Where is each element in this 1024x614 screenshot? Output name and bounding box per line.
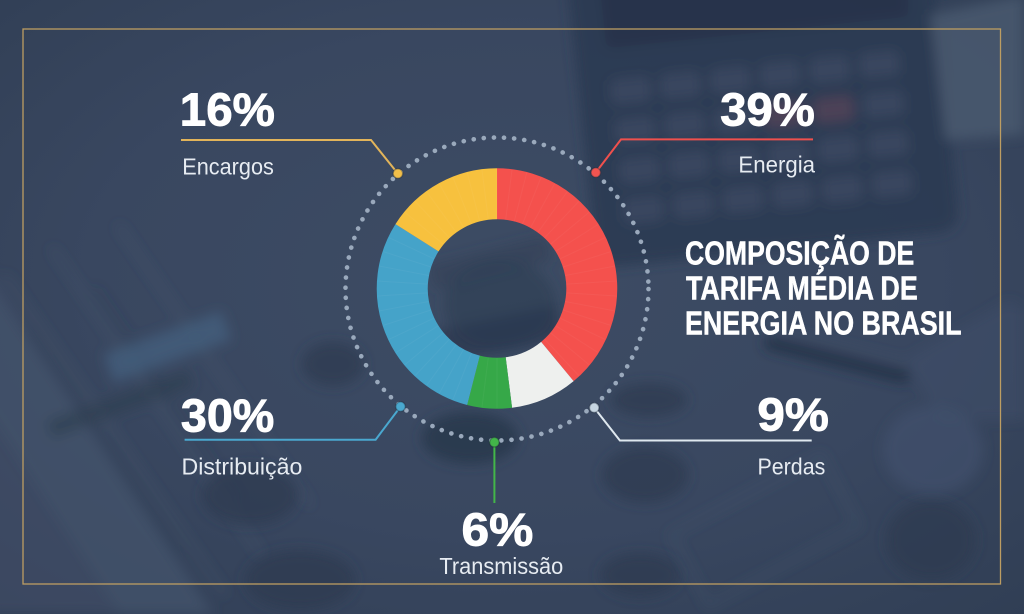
svg-text:COMPOSIÇÃO DE: COMPOSIÇÃO DE — [685, 235, 914, 272]
svg-text:Energia: Energia — [738, 151, 815, 178]
svg-text:9%: 9% — [757, 390, 828, 441]
svg-text:ENERGIA NO BRASIL: ENERGIA NO BRASIL — [685, 306, 962, 342]
svg-text:Transmissão: Transmissão — [439, 552, 563, 579]
svg-text:30%: 30% — [181, 390, 274, 442]
svg-text:Perdas: Perdas — [758, 454, 826, 480]
svg-text:6%: 6% — [462, 505, 534, 556]
svg-text:Encargos: Encargos — [182, 154, 274, 180]
svg-text:16%: 16% — [180, 84, 275, 135]
svg-text:TARIFA MÉDIA DE: TARIFA MÉDIA DE — [686, 270, 918, 307]
svg-text:Distribuição: Distribuição — [182, 453, 303, 479]
svg-text:39%: 39% — [720, 84, 815, 135]
